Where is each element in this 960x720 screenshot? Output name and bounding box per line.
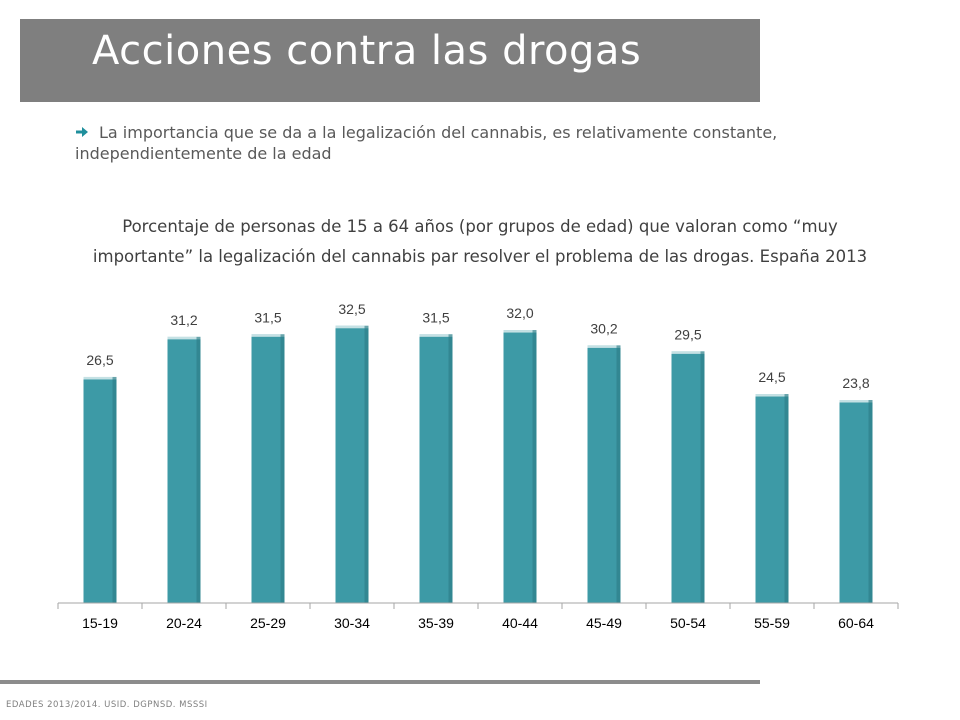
data-label: 31,5 [422, 309, 449, 325]
bar-side-shade [196, 336, 201, 603]
bar-top-highlight [671, 351, 705, 354]
bar-side-shade [700, 351, 705, 603]
bar-top-highlight [755, 394, 789, 397]
bar-top-highlight [839, 400, 873, 403]
data-label: 32,0 [506, 305, 533, 321]
data-label: 24,5 [758, 369, 785, 385]
bar [419, 334, 453, 603]
page-title: Acciones contra las drogas [92, 28, 642, 74]
x-tick-label: 60-64 [838, 615, 874, 631]
bar-side-shade [448, 334, 453, 603]
data-label: 23,8 [842, 375, 869, 391]
x-tick-label: 25-29 [250, 615, 286, 631]
bar-top-highlight [251, 334, 285, 337]
bar-side-shade [364, 325, 369, 603]
bar-side-shade [868, 400, 873, 603]
bar [83, 376, 117, 603]
data-label: 26,5 [86, 352, 113, 368]
bar-side-shade [616, 345, 621, 603]
chart-title-line-2: importante” la legalización del cannabis… [92, 247, 868, 266]
data-label: 31,5 [254, 309, 281, 325]
bar-side-shade [532, 330, 537, 603]
bar-chart: 26,5 31,2 31,5 32,5 31,5 32,0 30,2 29,5 24,5 23,8… [57, 301, 899, 631]
x-tick-label: 20-24 [166, 615, 202, 631]
data-label: 29,5 [674, 326, 701, 342]
bar-top-highlight [419, 334, 453, 337]
bar [755, 394, 789, 603]
chart-title-line-1: Porcentaje de personas de 15 a 64 años (… [122, 217, 838, 236]
x-tick-label: 55-59 [754, 615, 790, 631]
x-tick-label: 35-39 [418, 615, 454, 631]
footer-divider [0, 680, 760, 684]
bar-top-highlight [503, 330, 537, 333]
arrow-right-icon [76, 127, 88, 137]
bar [251, 334, 285, 603]
x-tick-label: 50-54 [670, 615, 706, 631]
data-label: 31,2 [170, 312, 197, 328]
bullet-text-block: La importancia que se da a la legalizaci… [75, 122, 895, 164]
data-label: 32,5 [338, 301, 365, 317]
bar-side-shade [784, 394, 789, 603]
bar-side-shade [112, 376, 117, 603]
bar-top-highlight [335, 325, 369, 329]
x-tick-label: 40-44 [502, 615, 538, 631]
bar [587, 345, 621, 603]
bar-top-highlight [83, 376, 117, 380]
bar [335, 325, 369, 603]
x-tick-label: 30-34 [334, 615, 370, 631]
bar-top-highlight [587, 345, 621, 348]
bar-side-shade [280, 334, 285, 603]
x-tick-label: 45-49 [586, 615, 622, 631]
chart-title: Porcentaje de personas de 15 a 64 años (… [20, 212, 940, 272]
source-note: EDADES 2013/2014. USID. DGPNSD. MSSSI [6, 700, 208, 710]
bar-top-highlight [167, 336, 201, 340]
bar [839, 400, 873, 603]
bullet-text: La importancia que se da a la legalizaci… [75, 123, 778, 163]
bar [167, 336, 201, 603]
bar [503, 330, 537, 603]
bar [671, 351, 705, 603]
x-tick-label: 15-19 [82, 615, 118, 631]
data-label: 30,2 [590, 320, 617, 336]
title-band [20, 19, 760, 102]
